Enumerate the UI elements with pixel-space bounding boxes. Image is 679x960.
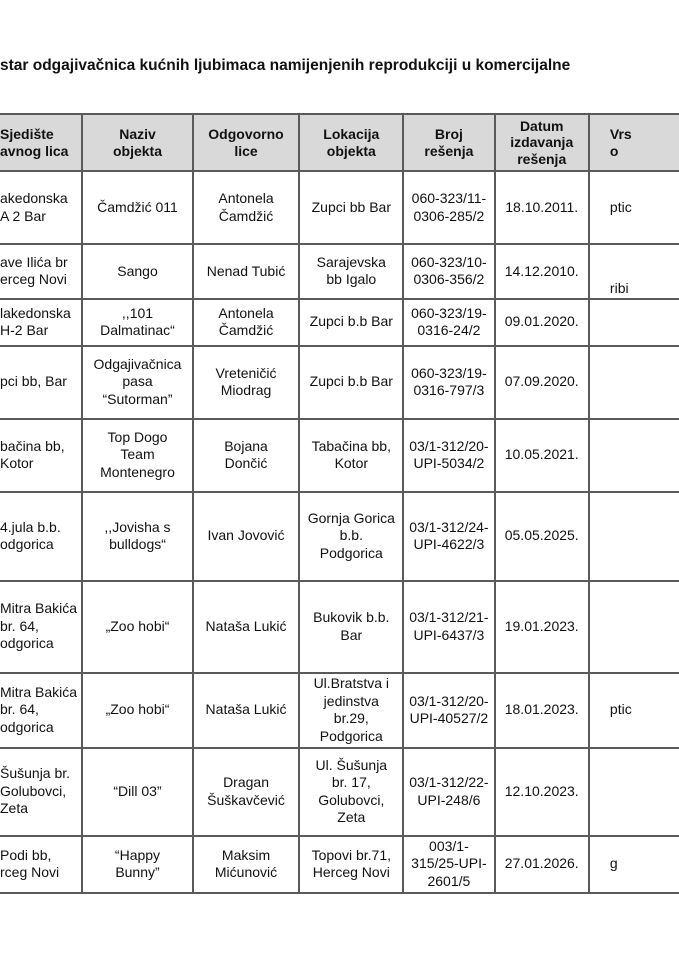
cell-location: Ul.Bratstva i jedinstva br.29, Podgorica xyxy=(298,671,405,749)
cell-seat: Podi bb, rceg Novi xyxy=(0,834,84,894)
cell-type xyxy=(587,297,679,347)
cell-seat: ave Ilića br erceg Novi xyxy=(0,243,84,300)
cell-decision-number: 03/1-312/24- UPI-4622/3 xyxy=(402,490,496,582)
cell-seat: Mitra Bakića br. 64, odgorica xyxy=(0,671,84,749)
cell-seat: 4.jula b.b. odgorica xyxy=(0,490,84,582)
cell-type xyxy=(587,344,679,420)
cell-location: Sarajevska bb Igalo xyxy=(298,243,405,300)
cell-facility-name: Čamdžić 011 xyxy=(81,170,194,245)
cell-seat: pci bb, Bar xyxy=(0,344,84,420)
cell-decision-date: 12.10.2023. xyxy=(493,746,590,837)
cell-facility-name: ,,Jovisha s bulldogs“ xyxy=(81,490,194,582)
cell-seat: akedonska A 2 Bar xyxy=(0,170,84,245)
cell-responsible-person: Nataša Lukić xyxy=(191,579,301,674)
cell-responsible-person: Dragan Šuškavčević xyxy=(191,746,301,837)
cell-decision-number: 03/1-312/21- UPI-6437/3 xyxy=(402,579,496,674)
table-row: akedonska A 2 Bar Čamdžić 011 Antonela Čam… xyxy=(0,170,679,245)
column-header-decision-number: Broj rešenja xyxy=(402,113,496,172)
cell-seat: Mitra Bakića br. 64, odgorica xyxy=(0,579,84,674)
column-header-seat: Sjedište avnog lica xyxy=(0,113,84,172)
cell-facility-name: Top Dogo Team Montenegro xyxy=(81,417,194,493)
cell-facility-name: „Zoo hobi“ xyxy=(81,671,194,749)
cell-decision-date: 09.01.2020. xyxy=(493,297,590,347)
cell-location: Ul. Šušunja br. 17, Golubovci, Zeta xyxy=(298,746,405,837)
cell-decision-number: 03/1-312/20- UPI-5034/2 xyxy=(402,417,496,493)
cell-seat: bačina bb, Kotor xyxy=(0,417,84,493)
table-row: bačina bb, Kotor Top Dogo Team Montenegro… xyxy=(0,417,679,493)
table-row: Mitra Bakića br. 64, odgorica „Zoo hobi“ N… xyxy=(0,579,679,674)
cell-facility-name: ,,101 Dalmatinac“ xyxy=(81,297,194,347)
document-title: star odgajivačnica kućnih ljubimaca nami… xyxy=(0,57,571,74)
cell-type xyxy=(587,417,679,493)
cell-responsible-person: Maksim Mićunović xyxy=(191,834,301,894)
cell-decision-number: 03/1-312/20- UPI-40527/2 xyxy=(402,671,496,749)
cell-decision-number: 060-323/11- 0306-285/2 xyxy=(402,170,496,245)
column-header-type: Vrs o xyxy=(587,113,679,172)
cell-type xyxy=(587,746,679,837)
cell-responsible-person: Antonela Čamdžić xyxy=(191,297,301,347)
cell-location: Tabačina bb, Kotor xyxy=(298,417,405,493)
cell-decision-number: 060-323/19- 0316-24/2 xyxy=(402,297,496,347)
cell-type: ptic xyxy=(587,170,679,245)
cell-decision-number: 03/1-312/22- UPI-248/6 xyxy=(402,746,496,837)
cell-decision-number: 003/1- 315/25-UPI- 2601/5 xyxy=(402,834,496,894)
cell-location: Topovi br.71, Herceg Novi xyxy=(298,834,405,894)
cell-responsible-person: Ivan Jovović xyxy=(191,490,301,582)
cell-type: ribi xyxy=(587,243,679,300)
table-header-row: Sjedište avnog lica Naziv objekta Odgovorn… xyxy=(0,113,679,172)
table-row: Šušunja br. Golubovci, Zeta “Dill 03” Drag… xyxy=(0,746,679,837)
cell-location: Gornja Gorica b.b. Podgorica xyxy=(298,490,405,582)
table-row: lakedonska H-2 Bar ,,101 Dalmatinac“ Anton… xyxy=(0,297,679,347)
cell-facility-name: „Zoo hobi“ xyxy=(81,579,194,674)
table-row: pci bb, Bar Odgajivačnica pasa “Sutorman”… xyxy=(0,344,679,420)
column-header-decision-date: Datum izdavanja rešenja xyxy=(493,113,590,172)
cell-decision-date: 10.05.2021. xyxy=(493,417,590,493)
cell-type: g xyxy=(587,834,679,894)
cell-type: ptic xyxy=(587,671,679,749)
cell-seat: Šušunja br. Golubovci, Zeta xyxy=(0,746,84,837)
cell-decision-date: 14.12.2010. xyxy=(493,243,590,300)
cell-responsible-person: Vreteničić Miodrag xyxy=(191,344,301,420)
cell-responsible-person: Nataša Lukić xyxy=(191,671,301,749)
cell-responsible-person: Nenad Tubić xyxy=(191,243,301,300)
breeders-register-table: Sjedište avnog lica Naziv objekta Odgovorn… xyxy=(0,113,679,894)
cell-decision-number: 060-323/10- 0306-356/2 xyxy=(402,243,496,300)
cell-type xyxy=(587,490,679,582)
table-row: ave Ilića br erceg Novi Sango Nenad Tubić S… xyxy=(0,243,679,300)
column-header-responsible-person: Odgovorno lice xyxy=(191,113,301,172)
cell-facility-name: “Happy Bunny” xyxy=(81,834,194,894)
cell-decision-date: 18.10.2011. xyxy=(493,170,590,245)
cell-location: Bukovik b.b. Bar xyxy=(298,579,405,674)
cell-decision-date: 05.05.2025. xyxy=(493,490,590,582)
cell-seat: lakedonska H-2 Bar xyxy=(0,297,84,347)
table-row: Mitra Bakića br. 64, odgorica „Zoo hobi“ N… xyxy=(0,671,679,749)
cell-location: Zupci b.b Bar xyxy=(298,344,405,420)
table-row: Podi bb, rceg Novi “Happy Bunny” Maksim Mi… xyxy=(0,834,679,894)
cell-decision-date: 27.01.2026. xyxy=(493,834,590,894)
cell-responsible-person: Bojana Dončić xyxy=(191,417,301,493)
cell-type xyxy=(587,579,679,674)
cell-facility-name: “Dill 03” xyxy=(81,746,194,837)
cell-facility-name: Odgajivačnica pasa “Sutorman” xyxy=(81,344,194,420)
cell-decision-date: 18.01.2023. xyxy=(493,671,590,749)
column-header-facility-name: Naziv objekta xyxy=(81,113,194,172)
cell-responsible-person: Antonela Čamdžić xyxy=(191,170,301,245)
cell-facility-name: Sango xyxy=(81,243,194,300)
column-header-location: Lokacija objekta xyxy=(298,113,405,172)
cell-decision-number: 060-323/19- 0316-797/3 xyxy=(402,344,496,420)
cell-location: Zupci b.b Bar xyxy=(298,297,405,347)
cell-decision-date: 19.01.2023. xyxy=(493,579,590,674)
cell-location: Zupci bb Bar xyxy=(298,170,405,245)
table-row: 4.jula b.b. odgorica ,,Jovisha s bulldogs… xyxy=(0,490,679,582)
cell-decision-date: 07.09.2020. xyxy=(493,344,590,420)
